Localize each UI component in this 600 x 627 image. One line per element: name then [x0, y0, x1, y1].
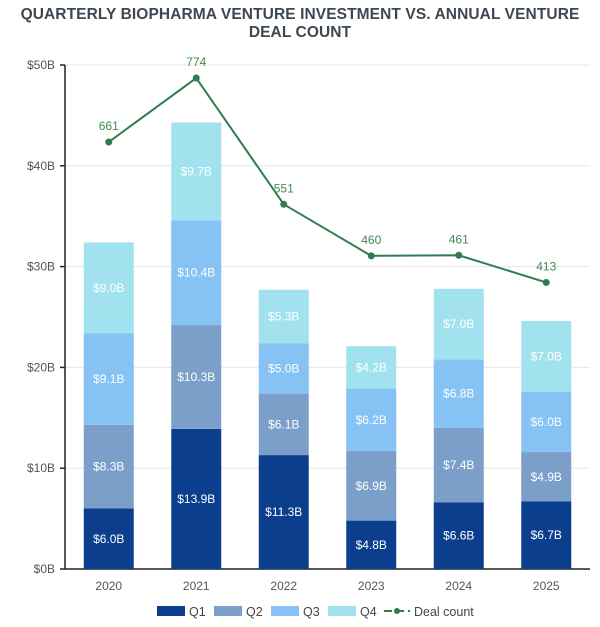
deal-count-label: 551 — [274, 181, 294, 195]
bar-q3 — [521, 391, 572, 453]
deal-count-label: 461 — [449, 232, 469, 246]
chart-title: QUARTERLY BIOPHARMA VENTURE INVESTMENT V… — [20, 6, 580, 41]
bar-q3 — [258, 343, 309, 394]
deal-count-point — [105, 138, 113, 146]
deal-count-point — [192, 74, 200, 82]
bar-data-label: $11.3B — [265, 505, 302, 519]
bar-data-label: $9.1B — [93, 372, 124, 386]
legend-swatch-q3 — [271, 606, 299, 616]
bar-q1 — [521, 501, 572, 569]
bar-data-label: $6.9B — [356, 479, 387, 493]
bar-data-label: $13.9B — [177, 492, 215, 506]
legend-swatch-q1 — [157, 606, 185, 616]
bar-q4 — [258, 289, 309, 344]
bar-q1 — [83, 508, 134, 569]
legend-swatch-q4 — [328, 606, 356, 616]
bar-data-label: $10.3B — [177, 370, 215, 384]
deal-count-label: 460 — [361, 233, 381, 247]
bar-q3 — [346, 388, 397, 452]
deal-count-point — [367, 252, 375, 260]
deal-count-point — [542, 278, 550, 286]
bar-data-label: $4.2B — [356, 360, 387, 374]
bar-q1 — [171, 428, 222, 569]
bar-data-label: $5.3B — [268, 309, 299, 323]
bar-q4 — [346, 346, 397, 389]
y-tick-label: $20B — [27, 360, 55, 374]
bar-data-label: $8.3B — [93, 460, 124, 474]
bar-q4 — [433, 288, 484, 360]
bar-data-label: $5.0B — [268, 361, 299, 375]
y-tick-label: $50B — [27, 58, 55, 72]
deal-count-label: 413 — [536, 259, 556, 273]
bar-data-label: $9.0B — [93, 281, 124, 295]
legend-marker-deal-count — [394, 608, 400, 614]
legend-label: Q2 — [246, 605, 263, 619]
bar-data-label: $6.8B — [443, 387, 474, 401]
x-tick-label: 2023 — [358, 579, 385, 593]
bar-data-label: $4.8B — [356, 538, 387, 552]
deal-count-point — [455, 251, 463, 259]
y-tick-label: $40B — [27, 159, 55, 173]
y-tick-label: $30B — [27, 260, 55, 274]
bar-q3 — [171, 220, 222, 326]
bar-q4 — [171, 122, 222, 221]
bar-q1 — [433, 502, 484, 569]
legend-swatch-q2 — [214, 606, 242, 616]
bar-q2 — [83, 424, 134, 509]
bar-data-label: $9.7B — [181, 164, 212, 178]
deal-count-point — [280, 200, 288, 208]
bar-q2 — [346, 451, 397, 521]
bar-data-label: $6.6B — [443, 529, 474, 543]
legend-label: Deal count — [414, 605, 474, 619]
deal-count-label: 774 — [186, 55, 206, 69]
x-tick-label: 2025 — [533, 579, 560, 593]
bar-data-label: $6.1B — [268, 417, 299, 431]
x-tick-label: 2021 — [183, 579, 210, 593]
y-tick-label: $10B — [27, 461, 55, 475]
x-tick-label: 2024 — [445, 579, 472, 593]
bar-q2 — [258, 393, 309, 456]
bar-data-label: $7.0B — [531, 349, 562, 363]
legend-label: Q1 — [189, 605, 206, 619]
bar-q3 — [433, 359, 484, 428]
bar-q4 — [521, 321, 572, 392]
bar-q2 — [433, 427, 484, 503]
bar-q4 — [83, 242, 134, 334]
legend-label: Q3 — [303, 605, 320, 619]
bar-data-label: $6.0B — [93, 532, 124, 546]
deal-count-label: 661 — [99, 119, 119, 133]
bar-q2 — [171, 325, 222, 429]
bar-q3 — [83, 333, 134, 425]
bar-data-label: $6.7B — [531, 528, 562, 542]
deal-count-line — [108, 76, 547, 284]
bar-data-label: $7.4B — [443, 458, 474, 472]
bar-data-label: $4.9B — [531, 470, 562, 484]
bar-q1 — [346, 520, 397, 569]
x-tick-label: 2022 — [270, 579, 297, 593]
bar-data-label: $7.0B — [443, 317, 474, 331]
bar-data-label: $6.2B — [356, 413, 387, 427]
bar-data-label: $10.4B — [177, 266, 215, 280]
x-tick-label: 2020 — [95, 579, 122, 593]
bar-q2 — [521, 452, 572, 502]
legend-label: Q4 — [360, 605, 377, 619]
bar-data-label: $6.0B — [531, 415, 562, 429]
bar-q1 — [258, 455, 309, 569]
y-tick-label: $0B — [34, 562, 55, 576]
